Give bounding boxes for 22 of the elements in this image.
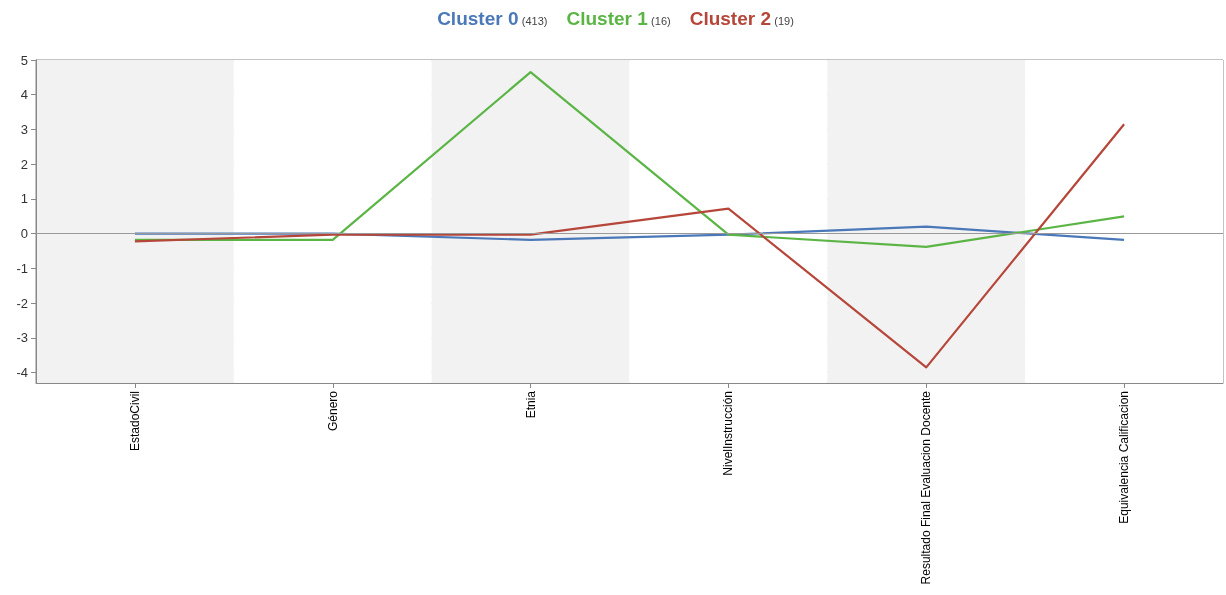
x-tick-label: Resultado Final Evaluacion Docente [919, 390, 934, 585]
text: Cluster 0 (413) [437, 8, 548, 29]
y-tick-label: -1 [16, 260, 28, 276]
y-tick-label: -4 [16, 365, 28, 381]
y-tick-label: 3 [20, 121, 28, 137]
text: Cluster 1 (16) [566, 8, 671, 29]
x-tick-label: NivelInstrucción [721, 391, 736, 476]
y-tick-label: -3 [16, 330, 28, 346]
line-series [133, 123, 1126, 369]
x-tick-label: Género [325, 390, 340, 432]
line-series [133, 225, 1126, 242]
y-tick-label: 4 [20, 87, 28, 103]
y-tick-label: 1 [20, 191, 28, 207]
y-tick-label: 0 [20, 226, 28, 242]
y-tick-label: -2 [16, 295, 28, 311]
x-tick-label: Equivalencia Calificacion [1117, 391, 1132, 524]
x-tick-label: EstadoCivil [127, 391, 142, 452]
x-tick-label: Etnia [523, 390, 538, 419]
line-series [133, 71, 1126, 248]
y-tick-label: 2 [20, 156, 28, 172]
text: Cluster 2 (19) [689, 8, 794, 29]
y-tick-label: 5 [20, 52, 28, 68]
